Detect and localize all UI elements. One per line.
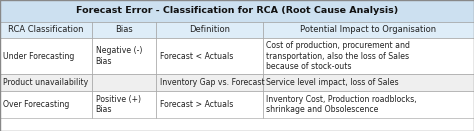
Bar	[263, 22, 474, 38]
Text: Product unavailability: Product unavailability	[3, 78, 89, 87]
Bar	[263, 38, 474, 74]
Bar	[92, 91, 156, 118]
Text: Forecast Error - Classification for RCA (Root Cause Analysis): Forecast Error - Classification for RCA …	[76, 6, 398, 15]
Bar	[156, 38, 263, 74]
Bar	[263, 74, 474, 91]
Text: RCA Classification: RCA Classification	[9, 25, 84, 34]
Bar	[156, 22, 263, 38]
Bar	[0, 74, 92, 91]
Bar	[0, 22, 92, 38]
Text: Positive (+)
Bias: Positive (+) Bias	[96, 95, 141, 114]
Bar	[156, 74, 263, 91]
Text: Forecast > Actuals: Forecast > Actuals	[160, 100, 233, 109]
Text: Cost of production, procurement and
transportation, also the loss of Sales
becau: Cost of production, procurement and tran…	[266, 41, 410, 71]
Text: Definition: Definition	[189, 25, 230, 34]
Bar	[156, 91, 263, 118]
Text: Negative (-)
Bias: Negative (-) Bias	[96, 46, 142, 66]
Bar	[0, 0, 474, 22]
Bar	[263, 91, 474, 118]
Text: Potential Impact to Organisation: Potential Impact to Organisation	[301, 25, 437, 34]
Bar	[0, 91, 92, 118]
Text: Under Forecasting: Under Forecasting	[3, 51, 75, 61]
Text: Over Forecasting: Over Forecasting	[3, 100, 70, 109]
Bar	[92, 22, 156, 38]
Text: Inventory Gap vs. Forecast: Inventory Gap vs. Forecast	[160, 78, 264, 87]
Text: Service level impact, loss of Sales: Service level impact, loss of Sales	[266, 78, 399, 87]
Bar	[92, 74, 156, 91]
Text: Bias: Bias	[116, 25, 133, 34]
Text: Forecast < Actuals: Forecast < Actuals	[160, 51, 233, 61]
Bar	[92, 38, 156, 74]
Text: Inventory Cost, Production roadblocks,
shrinkage and Obsolescence: Inventory Cost, Production roadblocks, s…	[266, 95, 417, 114]
Bar	[0, 38, 92, 74]
